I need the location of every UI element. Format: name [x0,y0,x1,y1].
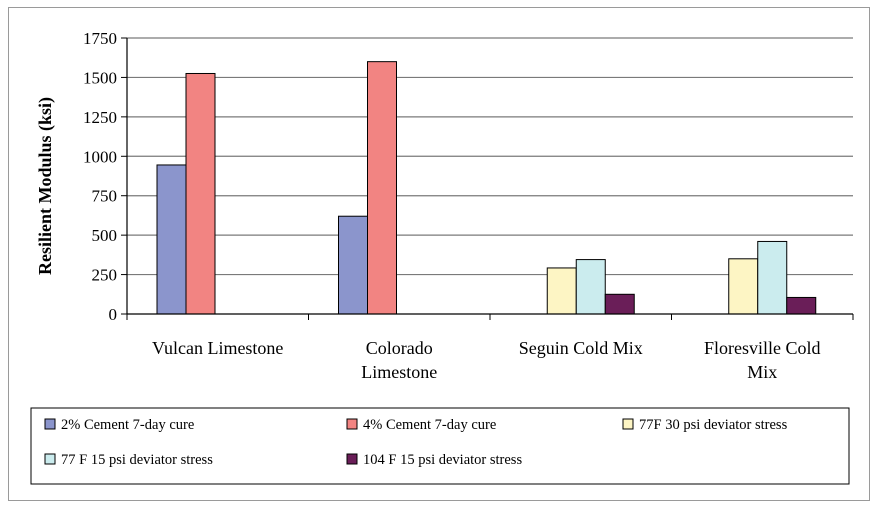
legend-label: 104 F 15 psi deviator stress [363,452,522,468]
y-tick-label: 750 [92,187,118,206]
legend-label: 2% Cement 7-day cure [61,417,194,433]
legend-label: 4% Cement 7-day cure [363,417,496,433]
bar-104-f-15-psi-deviator-stress-cat2 [604,293,635,315]
x-category-labels: Vulcan Limestone Colorado Limestone Seguin … [152,338,820,382]
category-label: Limestone [361,362,437,382]
y-axis-label: Resilient Modulus (ksi) [35,97,56,275]
legend-swatch [346,453,358,465]
legend-swatch [346,418,358,430]
legend-label: 77 F 15 psi deviator stress [61,452,213,468]
y-tick-label: 250 [92,266,118,285]
category-label: Seguin Cold Mix [519,338,643,358]
legend-box [30,407,850,485]
resilient-modulus-chart: 0 250 500 750 1000 1250 1500 1750 Vulcan Limest… [30,29,854,485]
legend-swatch [44,418,56,430]
category-label: Floresville Cold [704,338,821,358]
bar-77-f-15-psi-deviator-stress-cat3 [757,240,788,315]
legend-swatch [622,418,634,430]
bar-2-cement-7-day-cure-cat1 [338,215,368,315]
bar-77f-30-psi-deviator-stress-cat2 [546,267,577,315]
legend-swatch [44,453,56,465]
chart-frame: 0 250 500 750 1000 1250 1500 1750 Vulcan Limest… [8,7,870,501]
bar-77f-30-psi-deviator-stress-cat3 [728,258,759,315]
y-tick-label: 0 [109,305,118,324]
y-tick-labels: 0 250 500 750 1000 1250 1500 1750 [83,29,127,324]
category-label: Vulcan Limestone [152,338,283,358]
bar-77-f-15-psi-deviator-stress-cat2 [575,259,606,315]
gridlines [127,37,853,276]
bars [156,61,817,315]
y-tick-label: 1250 [83,108,117,127]
bar-104-f-15-psi-deviator-stress-cat3 [786,296,817,315]
y-tick-label: 1500 [83,68,117,87]
legend: 2% Cement 7-day cure 4% Cement 7-day cure… [30,407,850,485]
y-tick-label: 1000 [83,147,117,166]
category-label: Mix [747,362,777,382]
bar-4-cement-7-day-cure-cat0 [185,72,216,315]
legend-label: 77F 30 psi deviator stress [639,417,788,433]
axes [126,38,854,320]
y-tick-label: 1750 [83,29,117,48]
bar-4-cement-7-day-cure-cat1 [367,61,397,315]
category-label: Colorado [366,338,433,358]
bar-2-cement-7-day-cure-cat0 [156,164,187,315]
y-tick-label: 500 [92,226,118,245]
